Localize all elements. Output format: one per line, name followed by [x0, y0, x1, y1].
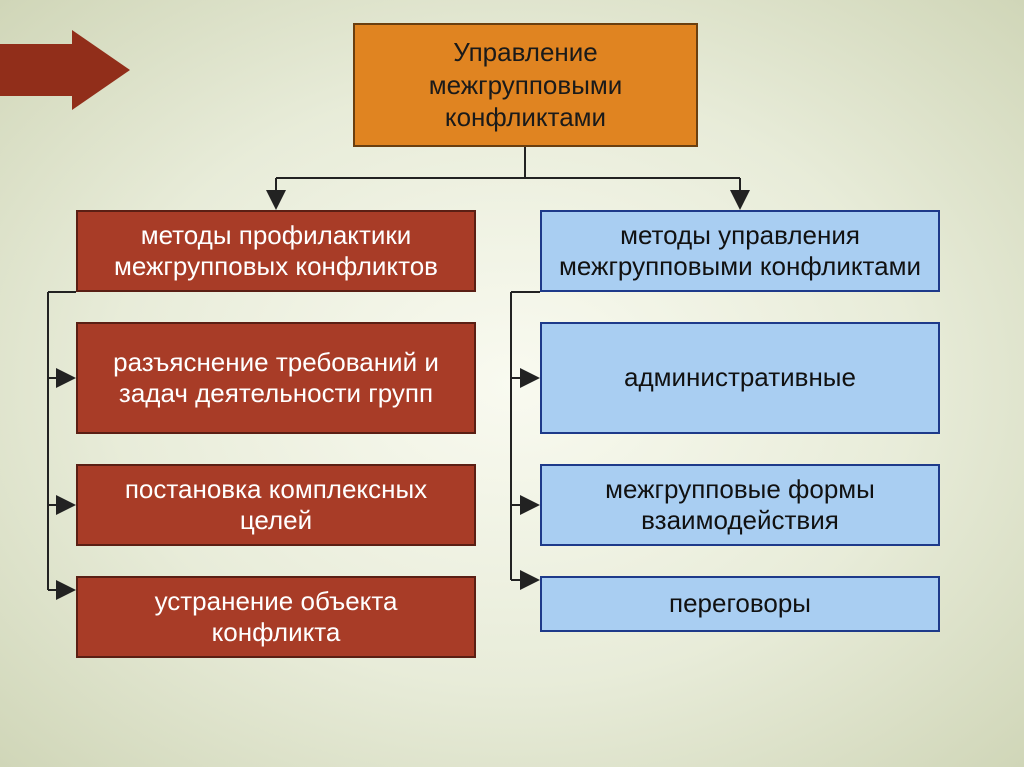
left-item-node: постановка комплексных целей	[76, 464, 476, 546]
left-head-node: методы профилактики межгрупповых конфлик…	[76, 210, 476, 292]
right-item-label: административные	[624, 362, 856, 393]
left-head-label: методы профилактики межгрупповых конфлик…	[88, 220, 464, 282]
left-item-label: постановка комплексных целей	[88, 474, 464, 536]
root-label: Управление межгрупповыми конфликтами	[363, 36, 688, 134]
right-column: методы управления межгрупповыми конфликт…	[540, 210, 940, 632]
right-item-node: переговоры	[540, 576, 940, 632]
right-head-label: методы управления межгрупповыми конфликт…	[552, 220, 928, 282]
right-item-node: административные	[540, 322, 940, 434]
right-item-label: переговоры	[669, 588, 811, 619]
right-item-label: межгрупповые формы взаимодействия	[552, 474, 928, 536]
decor-arrow-icon	[0, 30, 130, 110]
root-node: Управление межгрупповыми конфликтами	[353, 23, 698, 147]
left-item-label: разъяснение требований и задач деятельно…	[88, 347, 464, 409]
left-item-node: устранение объекта конфликта	[76, 576, 476, 658]
left-item-label: устранение объекта конфликта	[88, 586, 464, 648]
left-column: методы профилактики межгрупповых конфлик…	[76, 210, 476, 658]
left-item-node: разъяснение требований и задач деятельно…	[76, 322, 476, 434]
right-head-node: методы управления межгрупповыми конфликт…	[540, 210, 940, 292]
right-item-node: межгрупповые формы взаимодействия	[540, 464, 940, 546]
